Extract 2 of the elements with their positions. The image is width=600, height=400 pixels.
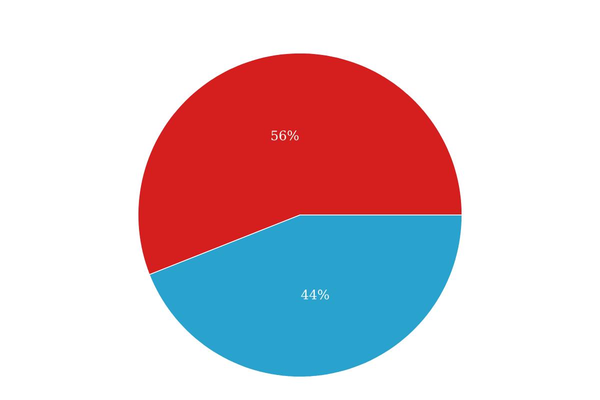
data-label: 56%	[271, 130, 299, 140]
data-label: 44%	[301, 290, 329, 300]
